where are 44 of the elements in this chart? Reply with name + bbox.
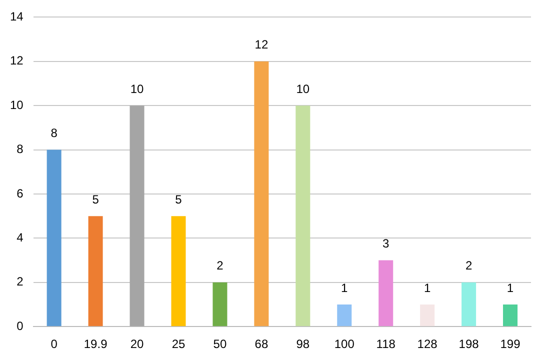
bar	[254, 61, 269, 326]
x-tick-label: 100	[334, 337, 355, 352]
x-tick-label: 20	[130, 337, 144, 352]
y-tick-label: 4	[16, 230, 24, 245]
y-tick-label: 0	[16, 318, 24, 333]
data-label: 5	[92, 192, 100, 206]
data-label: 1	[341, 280, 348, 295]
y-tick-label: 2	[16, 274, 24, 289]
x-tick-label: 19.9	[84, 337, 108, 352]
data-label: 1	[424, 280, 431, 295]
bar	[503, 304, 518, 326]
data-label: 1	[506, 280, 514, 295]
y-tick-label: 14	[10, 10, 24, 24]
data-label: 5	[175, 192, 182, 206]
bar	[378, 260, 394, 326]
bar	[337, 304, 352, 326]
x-tick-label: 25	[172, 337, 186, 352]
y-tick-label: 6	[16, 186, 24, 200]
bar	[88, 216, 103, 326]
y-tick-label: 8	[16, 142, 24, 156]
bar	[130, 106, 144, 326]
x-tick-label: 50	[213, 337, 227, 352]
x-tick-label: 68	[254, 337, 268, 352]
data-label: 8	[50, 126, 58, 140]
data-label: 10	[130, 82, 144, 96]
bar	[212, 282, 228, 326]
y-tick-label: 12	[10, 54, 24, 68]
x-tick-label: 118	[376, 337, 396, 352]
bar	[462, 282, 476, 326]
data-label: 2	[216, 258, 224, 273]
x-tick-label: 199	[500, 337, 521, 352]
bar	[46, 150, 62, 326]
x-tick-label: 0	[50, 337, 58, 352]
data-label: 2	[465, 258, 472, 273]
data-label: 3	[382, 236, 390, 251]
y-tick-label: 10	[10, 98, 24, 112]
data-label: 10	[296, 82, 310, 96]
x-tick-label: 98	[296, 337, 310, 352]
x-tick-label: 128	[417, 337, 438, 352]
x-tick-label: 198	[458, 337, 480, 352]
bar	[296, 106, 310, 326]
data-label: 12	[254, 38, 268, 52]
bar	[420, 304, 435, 326]
bar	[171, 216, 186, 326]
